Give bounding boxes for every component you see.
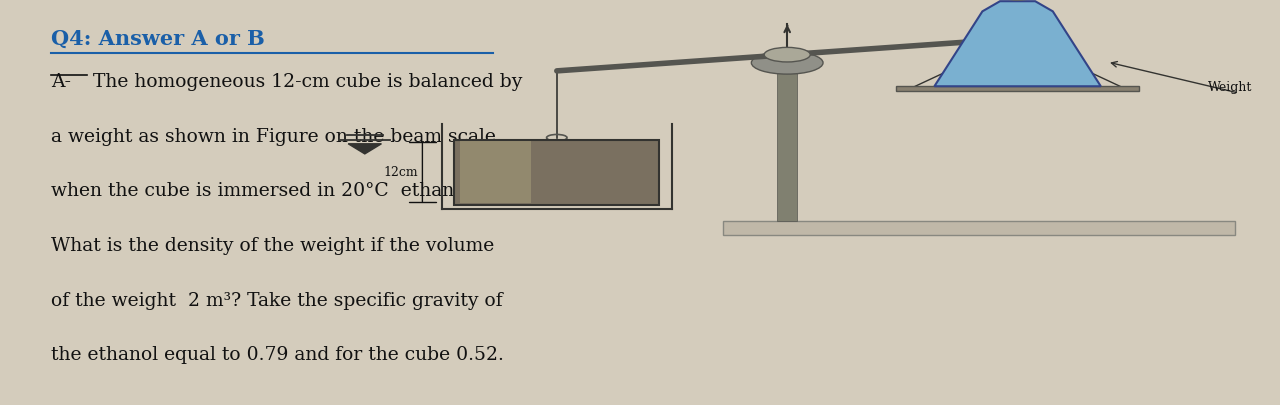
Text: The homogeneous 12-cm cube is balanced by: The homogeneous 12-cm cube is balanced b… — [87, 73, 522, 91]
Text: of the weight  2 m³? Take the specific gravity of: of the weight 2 m³? Take the specific gr… — [51, 292, 503, 309]
Text: 12cm: 12cm — [384, 166, 419, 179]
Text: A-: A- — [51, 73, 72, 91]
Text: Weight: Weight — [1207, 81, 1252, 94]
Polygon shape — [348, 144, 381, 154]
Circle shape — [751, 51, 823, 74]
Text: the ethanol equal to 0.79 and for the cube 0.52.: the ethanol equal to 0.79 and for the cu… — [51, 346, 504, 364]
Polygon shape — [934, 1, 1101, 86]
FancyBboxPatch shape — [777, 53, 797, 221]
Text: a weight as shown in Figure on the beam scale: a weight as shown in Figure on the beam … — [51, 128, 497, 145]
Text: What is the density of the weight if the volume: What is the density of the weight if the… — [51, 237, 494, 255]
FancyBboxPatch shape — [454, 140, 659, 205]
Circle shape — [764, 47, 810, 62]
Text: Q4: Answer A or B: Q4: Answer A or B — [51, 28, 265, 48]
FancyBboxPatch shape — [896, 86, 1139, 91]
Text: when the cube is immersed in 20°C  ethanol.: when the cube is immersed in 20°C ethano… — [51, 182, 477, 200]
FancyBboxPatch shape — [460, 141, 531, 203]
FancyBboxPatch shape — [723, 221, 1235, 235]
